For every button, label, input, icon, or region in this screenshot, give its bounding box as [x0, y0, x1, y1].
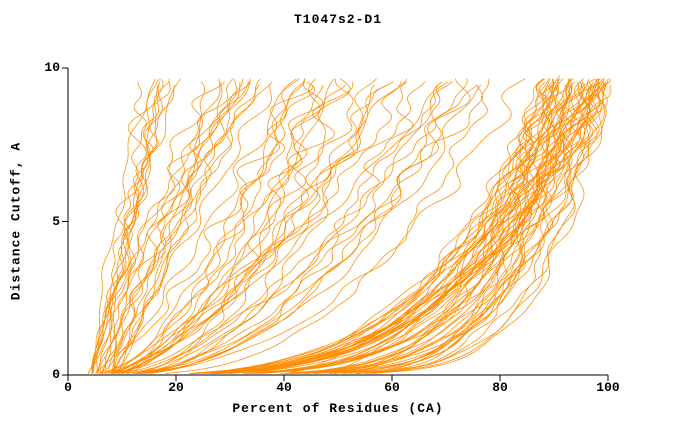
model-curve: [113, 81, 154, 374]
model-curve: [92, 78, 244, 374]
x-axis-label: Percent of Residues (CA): [232, 401, 444, 416]
model-curve: [165, 78, 490, 374]
model-curve: [110, 81, 449, 374]
model-curve: [364, 78, 572, 374]
y-tick-label: 0: [52, 367, 60, 382]
model-curve: [121, 84, 439, 374]
model-curve: [325, 81, 594, 374]
model-curve: [117, 78, 306, 374]
model-curve: [113, 78, 251, 374]
model-curve: [95, 81, 273, 374]
model-curve: [372, 78, 607, 374]
model-curve: [101, 84, 346, 374]
model-curve: [97, 81, 250, 374]
model-curve: [109, 78, 261, 374]
y-tick-label: 5: [52, 213, 60, 229]
model-curve: [140, 78, 526, 374]
model-curve: [101, 78, 408, 374]
model-curve: [133, 78, 321, 374]
model-curve: [119, 81, 402, 374]
y-tick-label: 10: [44, 60, 60, 75]
model-curve: [355, 81, 599, 374]
model-curve: [290, 78, 609, 374]
model-curve: [313, 78, 600, 374]
plot-title: T1047s2-D1: [293, 12, 382, 27]
model-curve: [252, 78, 549, 374]
x-tick-label: 100: [596, 380, 620, 395]
model-curve: [217, 84, 599, 374]
model-curve: [112, 84, 483, 374]
model-curve: [305, 84, 573, 374]
model-curve: [145, 78, 468, 374]
model-curve: [192, 84, 558, 374]
x-tick-label: 0: [64, 380, 72, 395]
model-curve: [297, 81, 607, 374]
model-curve: [112, 78, 233, 374]
model-curve: [111, 81, 426, 374]
model-curve: [216, 78, 604, 374]
model-curve: [113, 81, 225, 374]
model-curve: [284, 78, 551, 374]
model-curve: [211, 78, 559, 374]
model-curve: [111, 81, 306, 374]
model-curve: [115, 84, 388, 374]
model-curve: [91, 84, 175, 374]
model-curve: [137, 84, 482, 374]
x-tick-label: 80: [492, 380, 508, 395]
model-curve: [213, 78, 600, 374]
model-curve: [139, 81, 443, 374]
x-tick-label: 20: [168, 380, 184, 395]
model-curve: [119, 81, 316, 374]
model-curve: [112, 78, 297, 374]
model-curve: [230, 81, 576, 374]
model-curve: [95, 84, 272, 374]
model-curve: [287, 78, 571, 374]
model-curve: [140, 78, 377, 374]
model-curve: [119, 84, 375, 374]
model-curve: [333, 84, 597, 374]
model-curve: [292, 81, 551, 374]
model-curve: [280, 78, 611, 374]
model-curve: [213, 84, 598, 374]
model-curve: [132, 84, 478, 374]
model-curve: [364, 81, 605, 374]
model-curve: [126, 84, 324, 374]
model-curve: [304, 84, 588, 374]
x-tick-label: 60: [384, 380, 400, 395]
model-curve: [98, 84, 314, 374]
model-curve: [99, 81, 163, 374]
model-curve: [117, 81, 223, 374]
model-curve: [110, 78, 300, 374]
model-curve: [149, 81, 414, 374]
x-tick-label: 40: [276, 380, 292, 395]
model-curve: [243, 84, 588, 374]
model-curve: [190, 75, 561, 374]
model-curve: [217, 81, 570, 374]
model-curve: [195, 84, 570, 374]
model-curve: [135, 78, 351, 374]
model-curve: [104, 81, 354, 374]
model-curve: [92, 81, 251, 374]
model-curve: [91, 78, 238, 374]
model-curve: [92, 78, 156, 374]
model-curve: [114, 78, 221, 374]
model-curve: [127, 81, 453, 374]
model-curve: [132, 78, 471, 374]
model-curve: [212, 78, 551, 374]
model-curve: [247, 78, 604, 374]
model-curve: [350, 78, 598, 374]
model-curve: [101, 84, 159, 374]
model-curve: [192, 84, 556, 374]
model-curve: [248, 84, 611, 374]
model-curve: [220, 78, 584, 374]
model-curve: [218, 81, 554, 374]
model-curve: [197, 78, 609, 374]
model-curve: [256, 81, 600, 374]
model-curve: [111, 78, 160, 374]
model-curve: [285, 78, 605, 374]
